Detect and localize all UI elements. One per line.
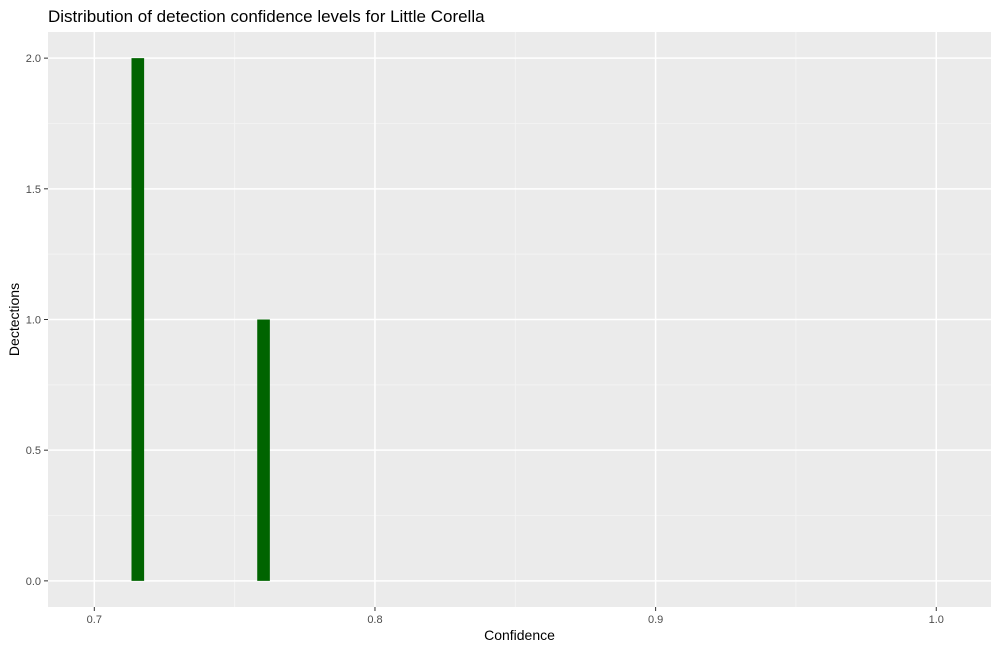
y-tick-label: 1.5 bbox=[26, 184, 41, 196]
grid-major bbox=[48, 32, 991, 607]
histogram-bar bbox=[257, 319, 270, 581]
y-tick-label: 1.0 bbox=[26, 315, 41, 327]
y-axis-ticks: 0.0 0.5 1.0 1.5 2.0 bbox=[26, 53, 48, 588]
y-tick-label: 0.0 bbox=[26, 576, 41, 588]
bars bbox=[131, 58, 270, 581]
x-axis-ticks: 0.7 0.8 0.9 1.0 bbox=[87, 607, 944, 626]
x-tick-label: 0.7 bbox=[87, 614, 102, 626]
y-axis-title: Dectections bbox=[6, 283, 22, 356]
x-tick-label: 0.8 bbox=[367, 614, 382, 626]
x-axis-title: Confidence bbox=[484, 627, 555, 643]
histogram-bar bbox=[131, 58, 145, 581]
x-tick-label: 0.9 bbox=[648, 614, 663, 626]
y-tick-label: 0.5 bbox=[26, 445, 41, 457]
x-tick-label: 1.0 bbox=[929, 614, 944, 626]
y-tick-label: 2.0 bbox=[26, 53, 41, 65]
chart-title: Distribution of detection confidence lev… bbox=[48, 7, 485, 26]
